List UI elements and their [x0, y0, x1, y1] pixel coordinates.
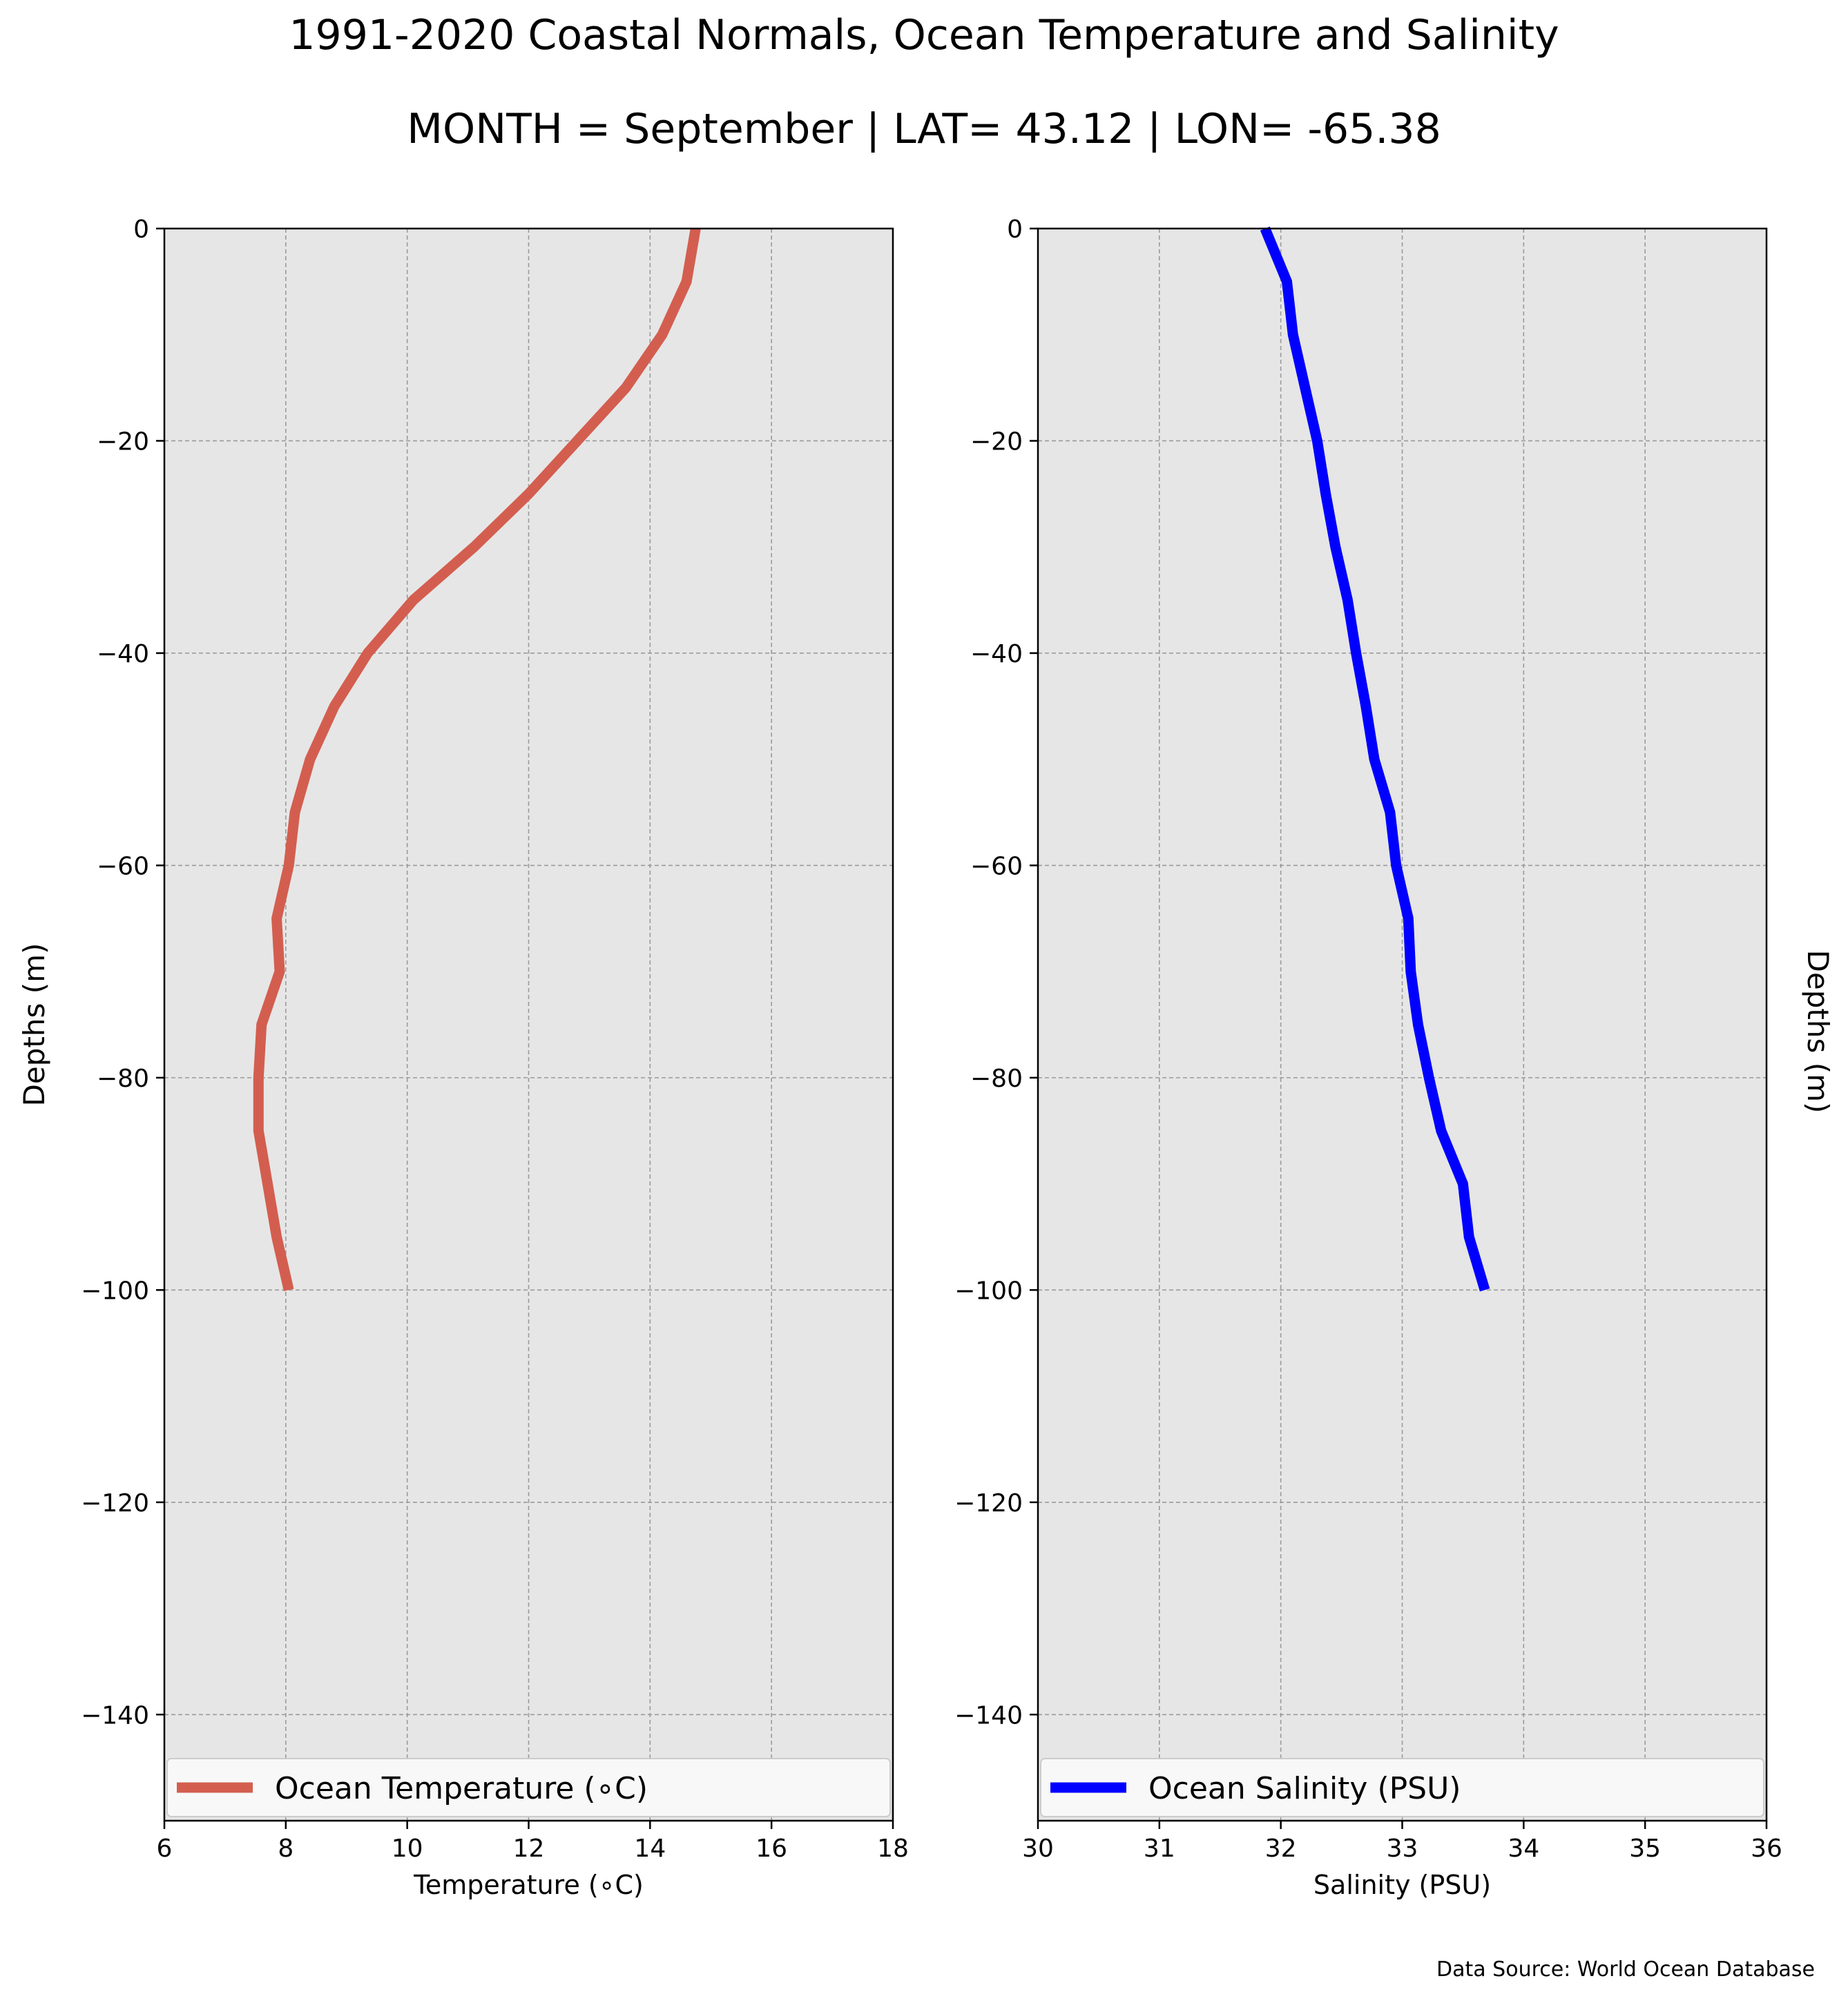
y-tick-label: −20 — [970, 427, 1023, 456]
x-tick-label: 30 — [1022, 1835, 1054, 1863]
x-tick-label: 14 — [634, 1835, 666, 1863]
legend: Ocean Salinity (PSU) — [1040, 1758, 1764, 1817]
x-tick-label: 34 — [1508, 1835, 1539, 1863]
temperature-panel: Ocean Temperature (∘C) 6 8 10 12 14 16 18 0 −20 −4… — [17, 215, 909, 1900]
legend: Ocean Temperature (∘C) — [166, 1758, 891, 1817]
y-tick-label: −60 — [97, 852, 149, 880]
figure-subtitle: MONTH = September | LAT= 43.12 | LON= -6… — [407, 105, 1441, 153]
legend-label: Ocean Temperature (∘C) — [275, 1771, 648, 1806]
x-tick-label: 35 — [1629, 1835, 1661, 1863]
x-axis-label: Salinity (PSU) — [1313, 1870, 1491, 1900]
legend-box — [1040, 1758, 1764, 1817]
y-tick-label: −120 — [81, 1489, 149, 1518]
series-line — [1260, 226, 1490, 1292]
y-tick-label: −80 — [97, 1065, 149, 1093]
legend-box — [166, 1758, 891, 1817]
y-tick-label: 0 — [133, 215, 149, 244]
x-tick-label: 12 — [513, 1835, 545, 1863]
y-tick-label: −140 — [954, 1701, 1023, 1730]
x-tick-label: 36 — [1751, 1835, 1782, 1863]
y-tick-label: −120 — [954, 1489, 1023, 1518]
x-tick-label: 31 — [1144, 1835, 1175, 1863]
y-tick-label: −60 — [970, 852, 1023, 880]
y-tick-label: −100 — [81, 1277, 149, 1305]
x-tick-label: 32 — [1265, 1835, 1297, 1863]
y-tick-label: −100 — [954, 1277, 1023, 1305]
y-tick-label: −40 — [97, 640, 149, 668]
x-tick-label: 16 — [755, 1835, 787, 1863]
x-tick-label: 6 — [157, 1835, 173, 1863]
x-tick-label: 10 — [392, 1835, 423, 1863]
x-tick-label: 18 — [877, 1835, 909, 1863]
y-tick-label: −140 — [81, 1701, 149, 1730]
figure-title: 1991-2020 Coastal Normals, Ocean Tempera… — [289, 11, 1559, 59]
x-tick-label: 8 — [278, 1835, 293, 1863]
y-tick-label: 0 — [1007, 215, 1023, 244]
x-axis-label: Temperature (∘C) — [413, 1870, 644, 1900]
salinity-panel: Ocean Salinity (PSU) 30 31 32 33 34 35 36 0 −20 −4… — [954, 215, 1782, 1900]
right-y-axis-label: Depths (m) — [1801, 950, 1835, 1114]
data-source-note: Data Source: World Ocean Database — [1436, 1957, 1815, 1982]
series-line — [253, 227, 701, 1291]
y-tick-label: −80 — [970, 1065, 1023, 1093]
y-tick-label: −40 — [970, 640, 1023, 668]
x-tick-label: 33 — [1387, 1835, 1418, 1863]
legend-label: Ocean Salinity (PSU) — [1148, 1771, 1461, 1806]
y-tick-label: −20 — [97, 427, 149, 456]
y-axis-label: Depths (m) — [17, 943, 51, 1107]
